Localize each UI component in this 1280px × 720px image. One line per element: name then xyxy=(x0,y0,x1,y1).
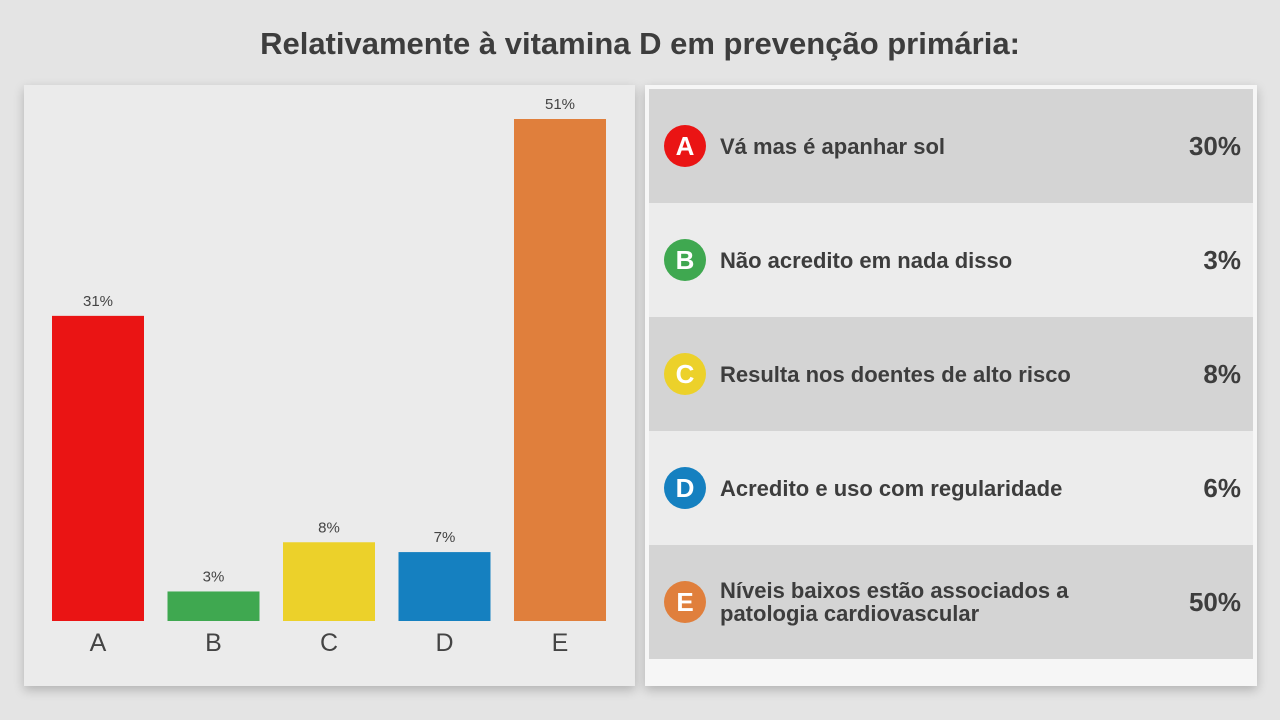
answer-row-b: B Não acredito em nada disso 3% xyxy=(649,203,1253,317)
answer-badge-d: D xyxy=(664,467,706,509)
answer-percent-d: 6% xyxy=(1203,472,1241,503)
answer-text-e: Níveis baixos estão associados a patolog… xyxy=(720,578,1069,626)
answer-row-c: C Resulta nos doentes de alto risco 8% xyxy=(649,317,1253,431)
bar-value-label-c: 8% xyxy=(318,519,340,536)
bar-chart-panel: 31% A 3% B 8% C 7% D 51% E xyxy=(24,85,635,686)
answer-badge-c: C xyxy=(664,353,706,395)
answer-row-d: D Acredito e uso com regularidade 6% xyxy=(649,431,1253,545)
answer-badge-a: A xyxy=(664,125,706,167)
answer-row-a: A Vá mas é apanhar sol 30% xyxy=(649,89,1253,203)
x-tick-label-d: D xyxy=(435,629,453,657)
answers-panel: A Vá mas é apanhar sol 30% B Não acredit… xyxy=(645,85,1257,686)
bar-value-label-e: 51% xyxy=(545,96,575,113)
bar-b xyxy=(167,591,260,621)
bar-c xyxy=(283,542,375,621)
answer-text-a: Vá mas é apanhar sol xyxy=(720,133,945,159)
answer-text-b: Não acredito em nada disso xyxy=(720,247,1013,273)
bar-d xyxy=(398,552,491,621)
answer-percent-c: 8% xyxy=(1203,358,1241,389)
bar-chart: 31% A 3% B 8% C 7% D 51% E xyxy=(52,96,606,657)
answer-percent-e: 50% xyxy=(1188,586,1241,617)
bar-e xyxy=(514,119,606,621)
bar-value-label-a: 31% xyxy=(83,293,113,310)
x-tick-label-e: E xyxy=(552,629,569,657)
page-title: Relativamente à vitamina D em prevenção … xyxy=(260,26,1020,61)
answer-percent-a: 30% xyxy=(1188,130,1241,161)
x-tick-label-c: C xyxy=(320,629,338,657)
x-tick-label-a: A xyxy=(90,629,107,657)
bar-value-label-d: 7% xyxy=(434,529,456,546)
answer-text-d: Acredito e uso com regularidade xyxy=(720,475,1063,501)
answer-row-e: E Níveis baixos estão associados a patol… xyxy=(649,545,1253,659)
answer-badge-b: B xyxy=(664,239,706,281)
bar-a xyxy=(52,315,144,621)
answer-percent-b: 3% xyxy=(1203,244,1241,275)
bar-value-label-b: 3% xyxy=(203,568,225,585)
answer-badge-e: E xyxy=(664,581,706,623)
x-tick-label-b: B xyxy=(205,629,222,657)
answer-text-c: Resulta nos doentes de alto risco xyxy=(720,361,1071,387)
